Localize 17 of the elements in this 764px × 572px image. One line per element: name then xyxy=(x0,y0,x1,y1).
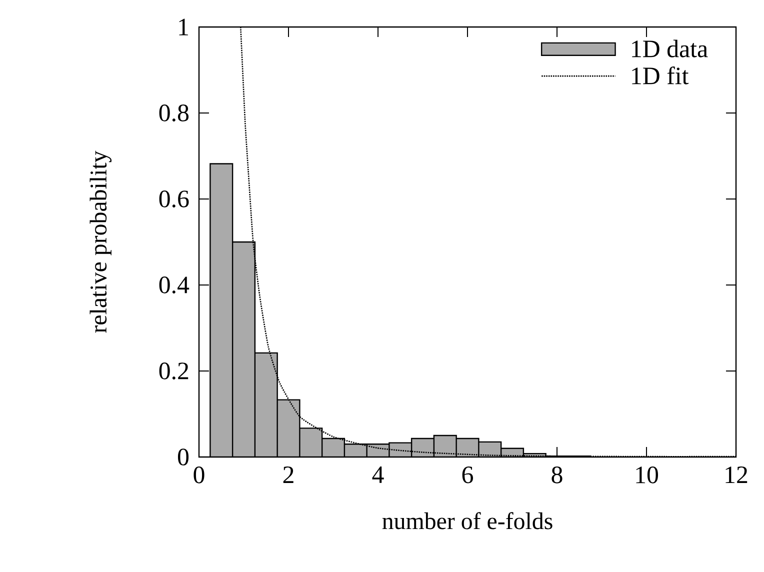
y-tick-label: 0.2 xyxy=(159,362,188,380)
y-tick-label: 0.8 xyxy=(159,104,189,122)
x-tick-label: 10 xyxy=(636,466,658,484)
y-axis-title: relative probability xyxy=(90,150,112,333)
x-tick-label: 8 xyxy=(552,466,562,484)
x-axis-title: number of e-folds xyxy=(382,512,552,530)
legend-label: 1D data xyxy=(632,40,708,58)
legend-label: 1D fit xyxy=(632,66,689,84)
x-tick-label: 0 xyxy=(194,466,204,484)
x-tick-label: 6 xyxy=(462,466,473,484)
y-tick-label: 0.4 xyxy=(159,276,190,294)
y-tick-label: 1 xyxy=(179,18,188,36)
x-tick-label: 12 xyxy=(726,466,748,484)
x-tick-label: 4 xyxy=(372,466,384,483)
y-tick-label: 0 xyxy=(178,448,189,466)
x-tick-label: 2 xyxy=(283,466,294,484)
y-tick-label: 0.6 xyxy=(159,190,189,208)
